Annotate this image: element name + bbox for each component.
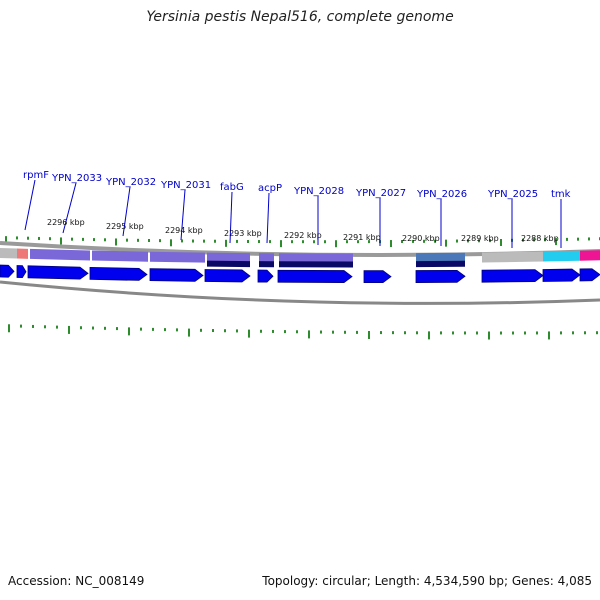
cds-arrow	[27, 265, 89, 280]
kbp-position-label: 2295 kbp	[106, 222, 144, 231]
kbp-position-label: 2289 kbp	[461, 234, 499, 243]
cog-segment	[482, 251, 543, 263]
gene-label: fabG	[220, 182, 244, 193]
cog-segment	[92, 250, 148, 262]
backbone-lower	[0, 280, 600, 305]
kbp-position-label: 2292 kbp	[284, 231, 322, 240]
gene-leader-line	[24, 179, 36, 231]
accession-value: NC_008149	[75, 574, 145, 588]
gene-label: YPN_2025	[487, 189, 538, 200]
genes-value: 4,085	[557, 574, 592, 588]
gene-label-layer: rpmF YPN_2033 YPN_2032 YPN_2031 fabG acpP YPN_…	[23, 170, 571, 248]
cds-arrow	[257, 269, 274, 283]
cds-arrow	[579, 268, 600, 282]
kbp-position-label: 2291 kbp	[343, 233, 381, 242]
kbp-position-label: 2290 kbp	[402, 234, 440, 243]
cog-segment	[580, 250, 600, 261]
accession-info: Accession: NC_008149	[8, 574, 144, 588]
cog-segment-secondary	[259, 261, 274, 268]
gene-leader-line	[62, 182, 77, 234]
cog-segment-secondary	[279, 261, 353, 268]
gene-label: YPN_2028	[293, 186, 344, 197]
gene-label: acpP	[258, 183, 282, 194]
length-label: Length:	[374, 574, 421, 588]
gene-label: YPN_2032	[105, 177, 156, 188]
cog-segment	[416, 252, 465, 264]
kbp-position-label: 2294 kbp	[165, 226, 203, 235]
cog-segment-secondary	[416, 260, 465, 268]
cog-segment-secondary	[207, 260, 250, 268]
kbp-label-layer: 2296 kbp 2295 kbp 2294 kbp 2293 kbp 2292 kbp…	[47, 218, 559, 243]
cog-segment	[30, 248, 90, 261]
tick-layer	[5, 236, 600, 340]
cds-arrow	[0, 264, 15, 278]
cds-arrow	[89, 266, 148, 281]
cog-segment	[543, 250, 580, 262]
genome-stats: Topology: circular; Length: 4,534,590 bp…	[262, 574, 592, 588]
gene-leader-line	[266, 192, 270, 244]
gene-leader-line	[229, 191, 233, 244]
cog-segment	[0, 248, 17, 259]
cog-segment	[207, 252, 250, 264]
topology-value: circular	[322, 574, 367, 588]
kbp-position-label: 2288 kbp	[521, 234, 559, 243]
cog-track	[0, 248, 600, 268]
genes-label: Genes:	[511, 574, 554, 588]
gene-label: YPN_2031	[160, 180, 211, 191]
kbp-position-label: 2296 kbp	[47, 218, 85, 227]
map-title: Yersinia pestis Nepal516, complete genom…	[146, 9, 454, 25]
cds-arrow	[16, 265, 27, 279]
accession-label: Accession:	[8, 574, 72, 588]
cds-arrow	[277, 269, 353, 283]
gene-label: YPN_2026	[416, 189, 467, 200]
cds-track	[0, 264, 600, 284]
gene-label: YPN_2033	[51, 173, 102, 184]
cds-arrow	[481, 269, 544, 283]
cog-segment	[259, 253, 274, 264]
topology-label: Topology:	[262, 574, 319, 588]
gene-leader-line	[122, 186, 131, 237]
cds-arrow	[204, 269, 251, 283]
cog-segment	[279, 253, 353, 264]
cds-arrow	[542, 268, 581, 282]
gene-label: rpmF	[23, 170, 49, 181]
gene-leader-line	[180, 189, 186, 241]
cds-arrow	[415, 269, 466, 283]
cog-segment	[17, 248, 28, 259]
kbp-position-label: 2293 kbp	[224, 229, 262, 238]
cds-arrow	[363, 270, 392, 284]
cds-arrow	[149, 268, 204, 282]
length-value: 4,534,590 bp	[423, 574, 504, 588]
gene-label: YPN_2027	[355, 188, 406, 199]
gene-label: tmk	[551, 189, 571, 200]
cog-segment	[150, 251, 205, 263]
